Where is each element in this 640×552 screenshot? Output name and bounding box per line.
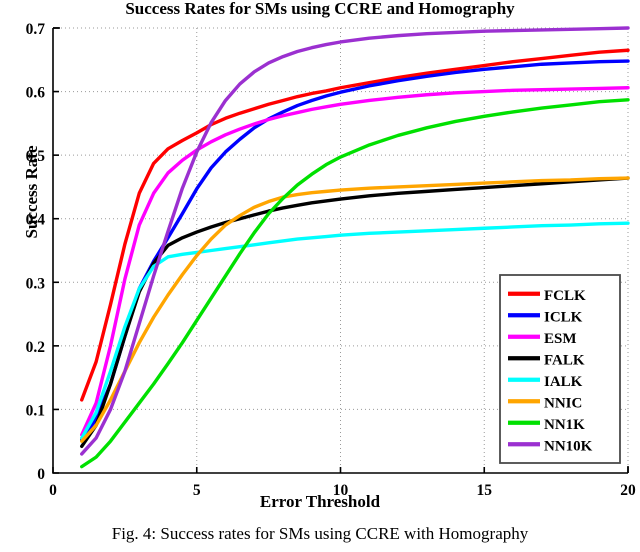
legend-label-nnic[interactable]: NNIC <box>544 395 582 411</box>
y-axis-label: Success Rate <box>22 145 41 239</box>
y-tick-label: 0.7 <box>26 21 46 38</box>
legend-label-iclk[interactable]: ICLK <box>544 309 583 325</box>
legend-label-fclk[interactable]: FCLK <box>544 288 586 304</box>
series-line-nn10k <box>80 26 630 456</box>
chart-title: Success Rates for SMs using CCRE and Hom… <box>125 0 515 18</box>
x-tick-label: 20 <box>620 482 636 499</box>
y-tick-label: 0.3 <box>26 275 46 292</box>
x-tick-label: 0 <box>49 482 57 499</box>
series-line-fclk <box>80 48 630 402</box>
legend-label-ialk[interactable]: IALK <box>544 374 583 390</box>
y-tick-label: 0.1 <box>26 402 45 419</box>
legend-label-esm[interactable]: ESM <box>544 331 577 347</box>
legend-box <box>499 274 621 464</box>
series-line-esm <box>80 86 630 437</box>
legend-label-falk[interactable]: FALK <box>544 352 585 368</box>
plot-svg: 0 0.1 0.2 0.3 0.4 0.5 0.6 0.7 0 5 10 15 20 FCLK ICLK E… <box>26 21 636 499</box>
legend-label-nn1k[interactable]: NN1K <box>544 417 585 433</box>
series-line-nn1k <box>80 98 630 469</box>
legend-label-nn10k[interactable]: NN10K <box>544 438 593 454</box>
y-tick-label: 0.4 <box>26 212 46 229</box>
figure-caption: Fig. 4: Success rates for SMs using CCRE… <box>111 524 529 543</box>
y-tick-label: 0.6 <box>26 85 46 102</box>
x-tick-label: 15 <box>477 482 493 499</box>
series-line-ialk <box>80 221 630 440</box>
y-tick-label: 0.5 <box>26 148 46 165</box>
x-tick-label: 5 <box>193 482 201 499</box>
plot-area: 0 0.1 0.2 0.3 0.4 0.5 0.6 0.7 0 5 10 15 20 FCLK ICLK E… <box>26 21 636 499</box>
chart-legend[interactable]: FCLK ICLK ESM FALK IALK NNIC NN1K NN10K <box>499 274 621 464</box>
y-tick-label: 0 <box>37 466 45 483</box>
series-lines <box>80 26 630 469</box>
y-tick-label: 0.2 <box>26 339 46 356</box>
tick-labels: 0 0.1 0.2 0.3 0.4 0.5 0.6 0.7 0 5 10 15 20 <box>26 21 636 499</box>
x-axis-label: Error Threshold <box>259 492 381 511</box>
x-tick-label: 10 <box>333 482 349 499</box>
axis-frame <box>52 27 629 474</box>
